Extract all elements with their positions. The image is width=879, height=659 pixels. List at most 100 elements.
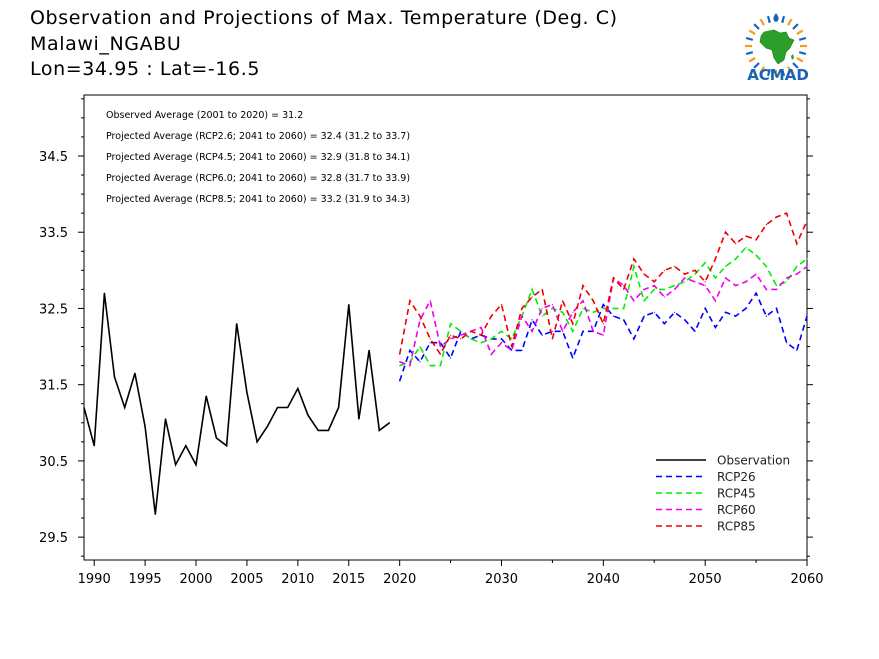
data-point-rcp26	[612, 315, 615, 317]
logo-ray	[787, 66, 793, 74]
data-point-rcp60	[704, 285, 706, 287]
data-point-rcp45	[806, 258, 808, 260]
data-point-rcp45	[531, 288, 533, 290]
data-point-rcp26	[582, 330, 584, 332]
logo-ray	[759, 66, 765, 74]
data-point-rcp60	[521, 315, 523, 317]
data-point-rcp85	[724, 231, 727, 233]
data-point-rcp60	[551, 304, 554, 306]
data-point-rcp45	[724, 265, 727, 268]
logo-ray	[759, 18, 765, 26]
data-point-rcp60	[572, 311, 574, 313]
data-point-rcp85	[684, 273, 686, 275]
data-point-rcp60	[480, 326, 482, 329]
data-point-rcp45	[541, 315, 543, 317]
data-point-rcp60	[602, 334, 604, 336]
data-point-rcp45	[399, 365, 401, 367]
data-point-rcp45	[582, 307, 584, 309]
data-point-rcp45	[684, 281, 686, 283]
data-point-observation	[348, 304, 350, 306]
data-point-observation	[287, 406, 289, 409]
data-point-rcp45	[470, 338, 472, 340]
data-point-rcp60	[419, 319, 421, 321]
y-tick-label: 32.5	[39, 302, 68, 317]
data-point-rcp60	[490, 353, 492, 355]
data-point-rcp45	[450, 323, 452, 325]
x-tick-label: 2040	[587, 572, 620, 587]
data-point-observation	[266, 426, 268, 428]
data-point-rcp60	[745, 281, 747, 283]
data-point-rcp85	[704, 281, 706, 283]
data-point-observation	[154, 513, 156, 515]
data-point-rcp26	[409, 349, 411, 351]
data-point-observation	[124, 406, 126, 409]
annotation-rcp45: Projected Average (RCP4.5; 2041 to 2060)…	[106, 152, 410, 163]
x-tick-label: 2010	[281, 572, 314, 587]
data-point-rcp45	[572, 330, 574, 332]
data-point-rcp60	[806, 265, 808, 268]
data-point-rcp85	[562, 300, 564, 302]
data-point-observation	[113, 376, 116, 378]
data-point-rcp45	[765, 265, 767, 268]
data-point-rcp45	[612, 307, 615, 309]
chart-title: Observation and Projections of Max. Temp…	[30, 7, 618, 29]
data-point-rcp45	[602, 307, 604, 309]
data-point-rcp26	[745, 307, 747, 309]
data-point-rcp85	[796, 243, 798, 245]
data-point-observation	[134, 372, 136, 374]
data-point-rcp45	[419, 346, 421, 348]
legend-label-rcp45: RCP45	[717, 487, 756, 501]
data-point-observation	[103, 292, 105, 294]
data-point-observation	[246, 391, 248, 393]
annotation-rcp85: Projected Average (RCP8.5; 2041 to 2060)…	[106, 194, 410, 205]
data-point-rcp60	[582, 300, 584, 302]
data-point-rcp26	[541, 334, 543, 336]
data-point-rcp45	[511, 338, 513, 340]
data-point-rcp60	[694, 281, 696, 283]
y-tick-label: 31.5	[39, 379, 68, 394]
data-point-rcp26	[399, 380, 401, 382]
data-point-rcp60	[541, 307, 543, 309]
data-point-rcp26	[786, 342, 788, 344]
data-point-rcp45	[429, 365, 431, 367]
x-tick-label: 2015	[332, 572, 365, 587]
data-point-rcp45	[694, 273, 696, 275]
x-tick-label: 2000	[179, 572, 212, 587]
data-point-rcp45	[643, 300, 645, 302]
data-point-rcp60	[775, 288, 778, 290]
data-point-rcp85	[745, 235, 747, 237]
data-point-rcp45	[663, 288, 666, 290]
data-point-rcp60	[439, 346, 441, 348]
data-point-rcp45	[714, 277, 717, 279]
data-point-rcp26	[572, 357, 574, 359]
data-point-rcp45	[633, 265, 635, 268]
data-point-observation	[338, 406, 340, 409]
data-point-observation	[368, 349, 370, 351]
data-point-rcp45	[623, 307, 625, 309]
logo-ray	[753, 23, 760, 30]
data-point-rcp60	[399, 361, 401, 363]
data-point-observation	[83, 406, 85, 409]
data-point-observation	[276, 406, 279, 409]
data-point-rcp85	[602, 323, 604, 325]
data-point-rcp60	[623, 285, 625, 287]
logo-ray	[745, 51, 754, 56]
data-point-rcp26	[623, 319, 625, 321]
logo-ray	[748, 29, 756, 35]
data-point-rcp45	[562, 311, 564, 313]
data-point-rcp85	[806, 220, 808, 222]
data-point-rcp85	[775, 216, 778, 218]
data-point-rcp45	[674, 285, 676, 287]
data-point-rcp26	[521, 349, 523, 351]
axis-ticks: 29.5 30.5 31.5 32.5 33.5 34.5 1990 1995 2000 2005…	[39, 98, 824, 587]
data-point-observation	[215, 437, 217, 439]
data-point-rcp26	[500, 338, 503, 340]
x-tick-label: 2060	[790, 572, 823, 587]
data-point-rcp85	[592, 300, 594, 302]
data-point-rcp26	[694, 330, 696, 332]
data-point-rcp60	[735, 285, 737, 287]
data-point-rcp26	[796, 349, 798, 351]
data-point-rcp45	[439, 365, 441, 367]
data-point-rcp60	[714, 300, 717, 302]
